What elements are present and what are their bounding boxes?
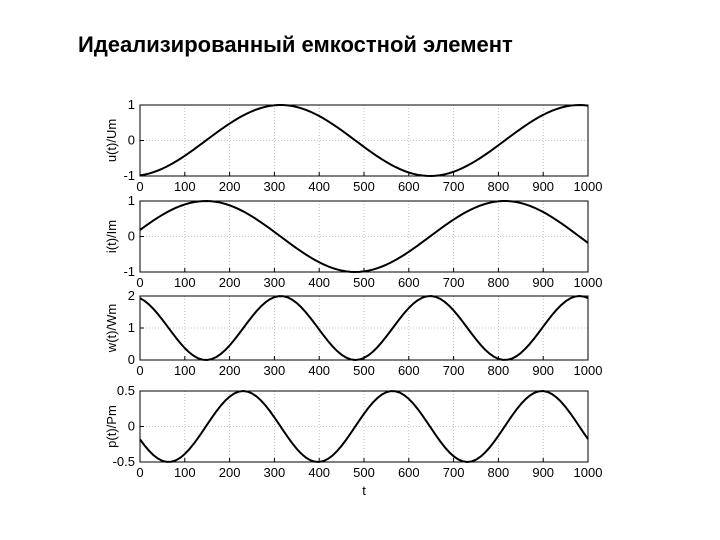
panel1-xtick-label-3: 300 xyxy=(264,179,286,194)
panel1-series-line-0 xyxy=(139,104,589,177)
panel2-ytick-label-2: 1 xyxy=(128,193,135,208)
panel4-ytick-label-2: 0.5 xyxy=(117,383,135,398)
panel3-ytick-label-2: 2 xyxy=(128,288,135,303)
panel4-xtick-label-7: 700 xyxy=(443,465,465,480)
panel3-ytick-label-0: 0 xyxy=(128,352,135,367)
panel2-xtick-label-5: 500 xyxy=(353,275,375,290)
panel2-xtick-label-6: 600 xyxy=(398,275,420,290)
panel2-xtick-label-4: 400 xyxy=(308,275,330,290)
panel4-xtick-label-9: 900 xyxy=(532,465,554,480)
panel4-xtick-label-2: 200 xyxy=(219,465,241,480)
panel4-xtick-label-1: 100 xyxy=(174,465,196,480)
panel2-xtick-label-10: 1000 xyxy=(574,275,603,290)
panel3-ytick-label-1: 1 xyxy=(128,320,135,335)
panel4-xtick-label-8: 800 xyxy=(488,465,510,480)
panel4-xtick-label-3: 300 xyxy=(264,465,286,480)
panel4-ytick-label-0: -0.5 xyxy=(113,454,135,469)
panel1-xtick-label-1: 100 xyxy=(174,179,196,194)
panel2-xtick-label-3: 300 xyxy=(264,275,286,290)
panel3-xtick-label-10: 1000 xyxy=(574,363,603,378)
panel4-series-line-0 xyxy=(139,390,589,463)
panel3-xtick-label-8: 800 xyxy=(488,363,510,378)
panel1-xtick-label-8: 800 xyxy=(488,179,510,194)
panel2-xtick-label-7: 700 xyxy=(443,275,465,290)
panel2-xtick-label-0: 0 xyxy=(136,275,143,290)
panel2-ytick-label-1: 0 xyxy=(128,229,135,244)
panel3-xtick-label-3: 300 xyxy=(264,363,286,378)
panel2-xtick-label-8: 800 xyxy=(488,275,510,290)
panel2-xtick-label-2: 200 xyxy=(219,275,241,290)
panel2-xtick-label-9: 900 xyxy=(532,275,554,290)
panel3-ylabel: w(t)/Wm xyxy=(104,304,119,353)
panel1-ytick-label-0: -1 xyxy=(123,168,135,183)
panel4-xlabel: t xyxy=(362,483,366,498)
panel2-series-line-0 xyxy=(139,200,589,273)
panel4-xtick-label-10: 1000 xyxy=(574,465,603,480)
panel3-series-line-0 xyxy=(139,295,589,361)
panel1-xtick-label-5: 500 xyxy=(353,179,375,194)
panel3-xtick-label-4: 400 xyxy=(308,363,330,378)
panel2-ylabel: i(t)/Im xyxy=(104,220,119,253)
panel3-xtick-label-7: 700 xyxy=(443,363,465,378)
panel3-xtick-label-2: 200 xyxy=(219,363,241,378)
panel1-xtick-label-7: 700 xyxy=(443,179,465,194)
panel1-xtick-label-9: 900 xyxy=(532,179,554,194)
panel3-xtick-label-9: 900 xyxy=(532,363,554,378)
panel1-xtick-label-2: 200 xyxy=(219,179,241,194)
slide-title: Идеализированный емкостной элемент xyxy=(78,32,513,57)
panel1-ytick-label-1: 0 xyxy=(128,133,135,148)
panel1-ytick-label-2: 1 xyxy=(128,97,135,112)
panel4-ylabel: p(t)/Pm xyxy=(104,405,119,448)
panel4-xtick-label-0: 0 xyxy=(136,465,143,480)
panel4-xtick-label-5: 500 xyxy=(353,465,375,480)
panel1-xtick-label-4: 400 xyxy=(308,179,330,194)
panel3-xtick-label-1: 100 xyxy=(174,363,196,378)
panel1-xtick-label-6: 600 xyxy=(398,179,420,194)
panel3-xtick-label-5: 500 xyxy=(353,363,375,378)
panel4-xtick-label-4: 400 xyxy=(308,465,330,480)
panel2-xtick-label-1: 100 xyxy=(174,275,196,290)
panel3-xtick-label-0: 0 xyxy=(136,363,143,378)
panel4-xtick-label-6: 600 xyxy=(398,465,420,480)
panel4-ytick-label-1: 0 xyxy=(128,419,135,434)
panel2-ytick-label-0: -1 xyxy=(123,264,135,279)
panel1-xtick-label-10: 1000 xyxy=(574,179,603,194)
panel1-ylabel: u(t)/Um xyxy=(104,119,119,162)
panel1-xtick-label-0: 0 xyxy=(136,179,143,194)
panel3-xtick-label-6: 600 xyxy=(398,363,420,378)
